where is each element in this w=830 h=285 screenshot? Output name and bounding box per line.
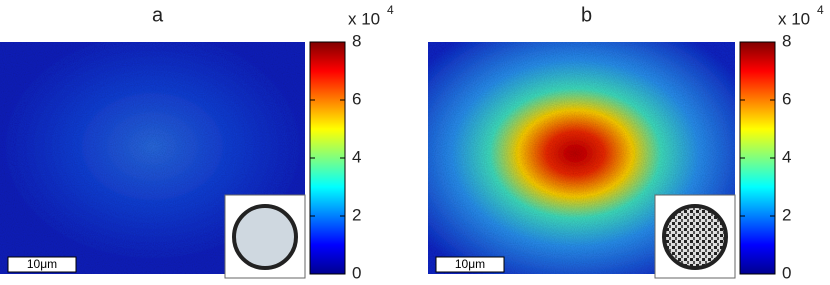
scale-bar-label: 10μm bbox=[27, 257, 57, 271]
panel: b 10μm 0 2 4 6 8 x 10 4 bbox=[428, 3, 824, 282]
colorbar-tick-label: 4 bbox=[352, 147, 361, 166]
colorbar-tick-label: 4 bbox=[782, 147, 791, 166]
panel-title: b bbox=[581, 4, 592, 26]
colorbar-multiplier: x 10 bbox=[348, 9, 380, 28]
colorbar-tick-label: 0 bbox=[352, 263, 361, 282]
colorbar-multiplier: x 10 bbox=[778, 9, 810, 28]
scale-bar bbox=[435, 256, 505, 273]
colorbar-tick-label: 0 bbox=[782, 263, 791, 282]
colorbar bbox=[739, 41, 776, 275]
panel: a 10μm 0 2 4 6 8 x 10 4 bbox=[0, 3, 394, 282]
panel-title: a bbox=[152, 4, 164, 26]
inset-circle bbox=[662, 204, 728, 270]
scale-bar-label: 10μm bbox=[455, 257, 485, 271]
colorbar bbox=[309, 41, 346, 275]
colorbar-tick-label: 8 bbox=[352, 31, 361, 50]
colorbar-tick-label: 2 bbox=[352, 205, 361, 224]
scale-bar bbox=[7, 256, 77, 273]
inset-circle bbox=[232, 204, 298, 270]
colorbar-exponent: 4 bbox=[817, 3, 824, 17]
colorbar-tick-label: 6 bbox=[782, 89, 791, 108]
colorbar-exponent: 4 bbox=[387, 3, 394, 17]
colorbar-tick-label: 8 bbox=[782, 31, 791, 50]
colorbar-tick-label: 6 bbox=[352, 89, 361, 108]
colorbar-tick-label: 2 bbox=[782, 205, 791, 224]
